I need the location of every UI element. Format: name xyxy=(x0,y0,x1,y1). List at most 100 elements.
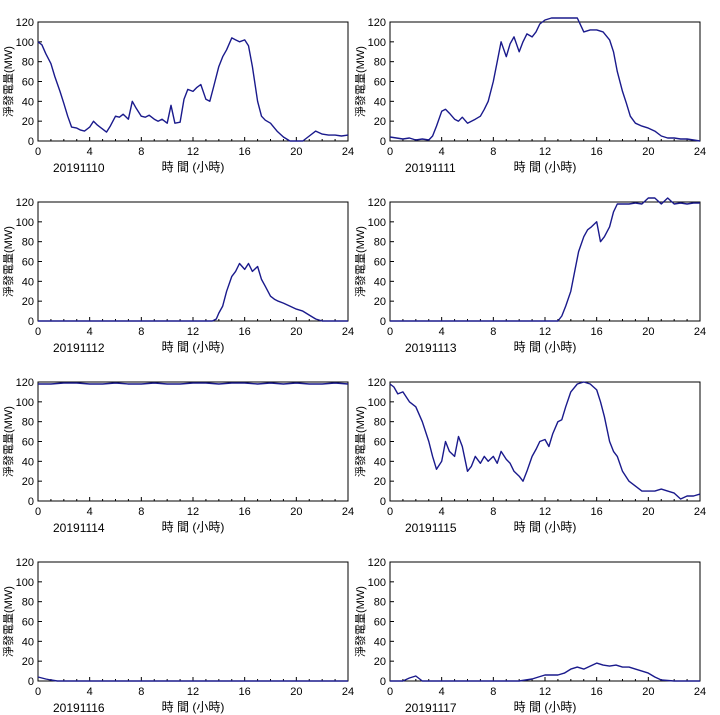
y-axis-label: 淨發電量(MW) xyxy=(1,406,15,477)
y-tick-label: 0 xyxy=(380,676,386,688)
y-tick-label: 100 xyxy=(16,217,34,229)
chart-panel-20191111: 0 4 8 12 16 20 24 0 20 40 60 80 100 120 淨發電量(MW) 時 間 (小… xyxy=(353,17,706,175)
plot-frame xyxy=(389,561,701,682)
x-tick-label: 4 xyxy=(87,506,93,518)
y-tick-label: 80 xyxy=(374,417,386,429)
x-tick-label: 8 xyxy=(490,146,496,158)
x-tick-label: 12 xyxy=(539,326,551,338)
y-tick-label: 40 xyxy=(374,96,386,108)
y-tick-label: 100 xyxy=(368,37,386,49)
x-tick-label: 0 xyxy=(387,686,393,698)
chart-panel-20191114: 0 4 8 12 16 20 24 0 20 40 60 80 100 120 淨發電量(MW) 時 間 (小… xyxy=(1,377,354,535)
x-axis-label: 時 間 (小時) xyxy=(162,520,225,534)
y-axis-label: 淨發電量(MW) xyxy=(1,46,15,117)
x-tick-label: 4 xyxy=(87,686,93,698)
x-tick-label: 0 xyxy=(387,146,393,158)
y-tick-label: 80 xyxy=(374,237,386,249)
y-tick-label: 100 xyxy=(368,577,386,589)
date-label: 20191115 xyxy=(405,521,457,535)
y-tick-label: 40 xyxy=(22,456,34,468)
series-line xyxy=(37,676,348,682)
x-tick-label: 24 xyxy=(694,326,706,338)
x-tick-label: 0 xyxy=(35,326,41,338)
x-tick-label: 20 xyxy=(642,326,654,338)
plot-frame xyxy=(389,381,701,502)
x-tick-label: 16 xyxy=(239,506,251,518)
x-tick-label: 16 xyxy=(591,686,603,698)
x-axis-label: 時 間 (小時) xyxy=(514,520,577,534)
x-tick-label: 12 xyxy=(187,326,199,338)
series-line xyxy=(390,662,700,682)
x-tick-label: 8 xyxy=(138,506,144,518)
y-tick-label: 120 xyxy=(368,17,386,29)
x-tick-label: 8 xyxy=(138,146,144,158)
y-tick-label: 60 xyxy=(22,617,34,629)
x-tick-label: 16 xyxy=(239,686,251,698)
plot-frame xyxy=(37,381,349,502)
y-tick-label: 120 xyxy=(368,557,386,569)
x-axis-label: 時 間 (小時) xyxy=(162,700,225,714)
y-tick-label: 40 xyxy=(22,96,34,108)
x-tick-label: 4 xyxy=(439,506,445,518)
series-line xyxy=(38,262,348,322)
date-label: 20191116 xyxy=(53,701,105,715)
y-tick-label: 60 xyxy=(22,257,34,269)
y-tick-label: 0 xyxy=(380,316,386,328)
y-axis-label: 淨發電量(MW) xyxy=(353,46,367,117)
y-tick-label: 0 xyxy=(28,316,34,328)
y-tick-label: 80 xyxy=(22,57,34,69)
x-tick-label: 0 xyxy=(387,326,393,338)
y-tick-label: 20 xyxy=(374,116,386,128)
y-tick-label: 120 xyxy=(16,197,34,209)
plot-frame xyxy=(37,21,349,142)
x-axis-label: 時 間 (小時) xyxy=(514,160,577,174)
y-tick-label: 100 xyxy=(368,397,386,409)
x-axis-label: 時 間 (小時) xyxy=(162,340,225,354)
x-tick-label: 24 xyxy=(342,686,354,698)
x-tick-label: 12 xyxy=(539,146,551,158)
series-line xyxy=(389,381,701,500)
series-line xyxy=(37,37,349,142)
y-tick-label: 40 xyxy=(22,636,34,648)
chart-panel-20191110: 0 4 8 12 16 20 24 0 20 40 60 80 100 120 淨發電量(MW) 時 間 (小… xyxy=(1,17,354,175)
date-label: 20191110 xyxy=(53,161,105,175)
x-tick-label: 0 xyxy=(35,146,41,158)
y-tick-label: 60 xyxy=(22,437,34,449)
y-axis-label: 淨發電量(MW) xyxy=(353,226,367,297)
y-tick-label: 120 xyxy=(16,17,34,29)
x-tick-label: 16 xyxy=(591,326,603,338)
x-tick-label: 16 xyxy=(239,146,251,158)
y-tick-label: 20 xyxy=(22,476,34,488)
chart-panel-20191113: 0 4 8 12 16 20 24 0 20 40 60 80 100 120 淨發電量(MW) 時 間 (小… xyxy=(353,197,706,355)
x-tick-label: 20 xyxy=(642,146,654,158)
x-tick-label: 0 xyxy=(387,506,393,518)
y-tick-label: 80 xyxy=(22,417,34,429)
date-label: 20191117 xyxy=(405,701,457,715)
x-tick-label: 20 xyxy=(290,686,302,698)
series-line xyxy=(38,382,349,385)
y-tick-label: 100 xyxy=(16,577,34,589)
x-tick-label: 4 xyxy=(87,326,93,338)
y-tick-label: 60 xyxy=(22,77,34,89)
date-label: 20191113 xyxy=(405,341,457,355)
y-tick-label: 80 xyxy=(22,237,34,249)
y-tick-label: 20 xyxy=(374,656,386,668)
y-tick-label: 100 xyxy=(16,37,34,49)
y-axis-label: 淨發電量(MW) xyxy=(1,226,15,297)
x-tick-label: 4 xyxy=(439,326,445,338)
x-tick-label: 8 xyxy=(490,506,496,518)
x-tick-label: 20 xyxy=(290,326,302,338)
x-tick-label: 8 xyxy=(138,686,144,698)
chart-panel-20191116: 0 4 8 12 16 20 24 0 20 40 60 80 100 120 淨發電量(MW) 時 間 (小… xyxy=(1,557,354,715)
x-tick-label: 16 xyxy=(239,326,251,338)
series-line xyxy=(389,17,701,142)
date-label: 20191111 xyxy=(405,161,456,175)
y-tick-label: 60 xyxy=(374,257,386,269)
x-tick-label: 12 xyxy=(187,146,199,158)
plot-frame xyxy=(37,201,349,322)
y-axis-label: 淨發電量(MW) xyxy=(1,586,15,657)
y-tick-label: 80 xyxy=(22,597,34,609)
x-tick-label: 4 xyxy=(439,146,445,158)
y-tick-label: 120 xyxy=(368,197,386,209)
plot-frame xyxy=(389,21,701,142)
